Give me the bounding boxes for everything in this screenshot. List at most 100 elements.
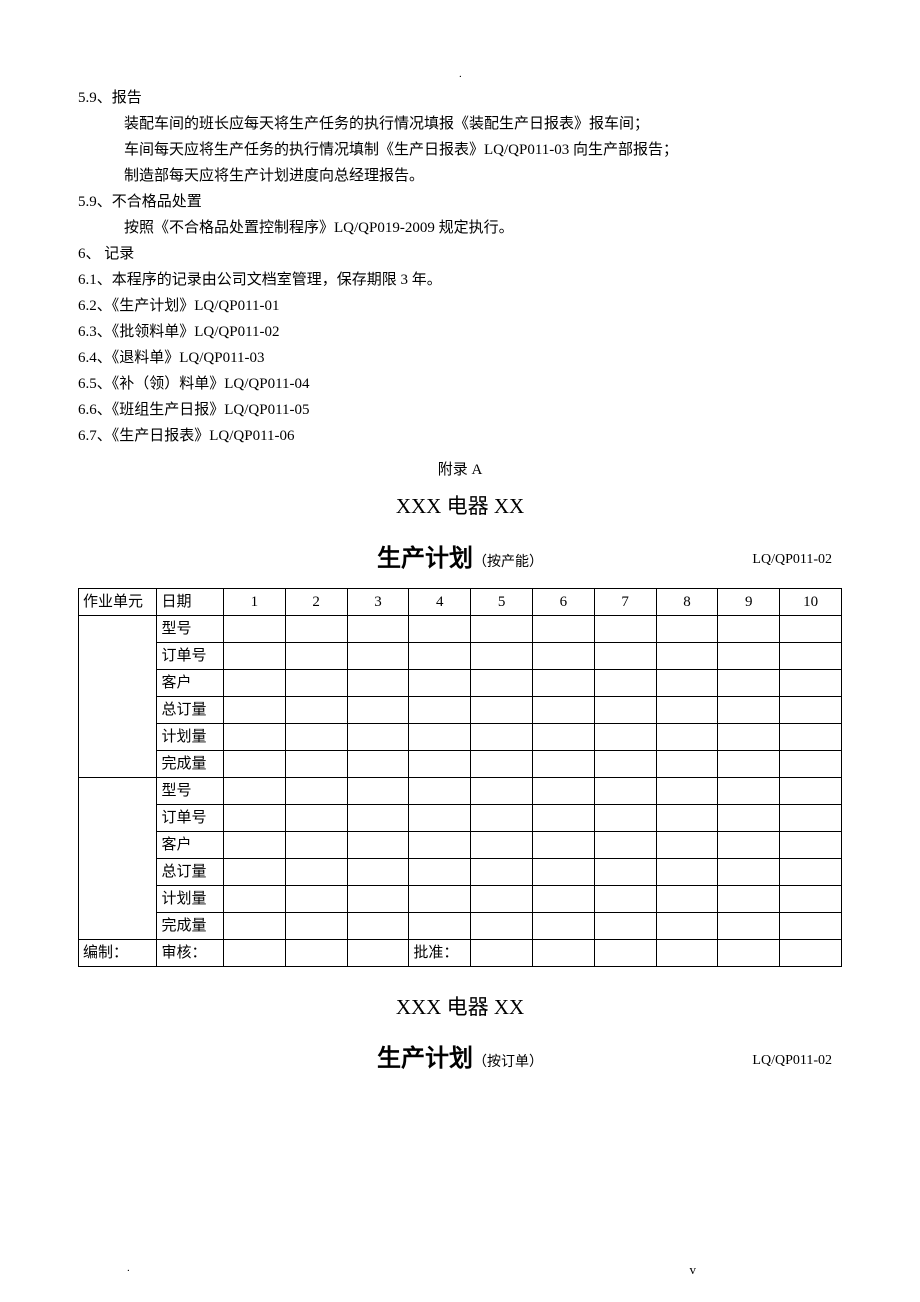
cell xyxy=(780,831,842,858)
plan-title-2: 生产计划（按订单） xyxy=(78,1040,842,1078)
cell xyxy=(347,912,409,939)
item-6-4: 6.4、《退料单》LQ/QP011-03 xyxy=(78,346,842,370)
cell xyxy=(347,777,409,804)
cell xyxy=(656,669,718,696)
cell xyxy=(656,804,718,831)
cell xyxy=(780,777,842,804)
cell xyxy=(471,615,533,642)
cell xyxy=(285,831,347,858)
cell xyxy=(409,912,471,939)
heading-5-9-report: 5.9、报告 xyxy=(78,86,842,110)
cell xyxy=(594,831,656,858)
cell xyxy=(223,723,285,750)
row-label: 计划量 xyxy=(157,885,224,912)
cell xyxy=(718,669,780,696)
row-label: 订单号 xyxy=(157,804,224,831)
cell xyxy=(718,777,780,804)
row-label: 客户 xyxy=(157,669,224,696)
cell xyxy=(718,912,780,939)
cell xyxy=(223,669,285,696)
cell xyxy=(409,885,471,912)
row-label: 计划量 xyxy=(157,723,224,750)
cell xyxy=(471,804,533,831)
cell xyxy=(780,723,842,750)
cell xyxy=(532,696,594,723)
cell xyxy=(656,831,718,858)
row-label: 客户 xyxy=(157,831,224,858)
cell xyxy=(718,615,780,642)
cell xyxy=(594,804,656,831)
cell xyxy=(718,939,780,966)
cell xyxy=(285,858,347,885)
cell xyxy=(409,831,471,858)
production-plan-table: 作业单元 日期 1 2 3 4 5 6 7 8 9 10 型号 订单号 客户 总… xyxy=(78,588,842,967)
cell xyxy=(780,750,842,777)
header-col: 10 xyxy=(780,588,842,615)
cell xyxy=(223,804,285,831)
cell xyxy=(347,939,409,966)
cell xyxy=(409,750,471,777)
table-header-row: 作业单元 日期 1 2 3 4 5 6 7 8 9 10 xyxy=(79,588,842,615)
cell xyxy=(285,750,347,777)
cell xyxy=(285,696,347,723)
cell xyxy=(409,777,471,804)
cell xyxy=(780,804,842,831)
cell xyxy=(471,750,533,777)
cell xyxy=(223,858,285,885)
plan-title-text: 生产计划 xyxy=(377,546,473,572)
cell xyxy=(594,750,656,777)
cell xyxy=(718,723,780,750)
cell xyxy=(656,912,718,939)
cell xyxy=(471,669,533,696)
cell xyxy=(223,939,285,966)
row-label: 订单号 xyxy=(157,642,224,669)
item-6-5: 6.5、《补（领）料单》LQ/QP011-04 xyxy=(78,372,842,396)
paragraph: 制造部每天应将生产计划进度向总经理报告。 xyxy=(78,164,842,188)
cell xyxy=(409,858,471,885)
cell xyxy=(594,615,656,642)
heading-5-9-nonconform: 5.9、不合格品处置 xyxy=(78,190,842,214)
header-col: 4 xyxy=(409,588,471,615)
row-label: 完成量 xyxy=(157,750,224,777)
item-6-1: 6.1、本程序的记录由公司文档室管理，保存期限 3 年。 xyxy=(78,268,842,292)
plan-subtitle-1: （按产能） xyxy=(473,555,543,570)
cell xyxy=(409,804,471,831)
table-row: 客户 xyxy=(79,669,842,696)
cell xyxy=(594,696,656,723)
cell xyxy=(532,939,594,966)
cell xyxy=(471,912,533,939)
cell xyxy=(594,939,656,966)
cell xyxy=(285,642,347,669)
document-body: 5.9、报告 装配车间的班长应每天将生产任务的执行情况填报《装配生产日报表》报车… xyxy=(78,86,842,1074)
cell xyxy=(285,885,347,912)
cell xyxy=(718,642,780,669)
cell xyxy=(594,858,656,885)
cell xyxy=(532,750,594,777)
cell xyxy=(594,669,656,696)
header-col: 7 xyxy=(594,588,656,615)
plan-title-text-2: 生产计划 xyxy=(377,1046,473,1072)
header-col: 6 xyxy=(532,588,594,615)
cell xyxy=(223,831,285,858)
cell xyxy=(780,885,842,912)
cell xyxy=(718,885,780,912)
table-footer-row: 编制： 审核： 批准： xyxy=(79,939,842,966)
row-label: 型号 xyxy=(157,777,224,804)
plan-title-row-1: 生产计划（按产能） LQ/QP011-02 xyxy=(78,540,842,574)
header-col: 2 xyxy=(285,588,347,615)
table-row: 总订量 xyxy=(79,696,842,723)
header-unit: 作业单元 xyxy=(79,588,157,615)
row-label: 总订量 xyxy=(157,696,224,723)
plan-title-row-2: 生产计划（按订单） LQ/QP011-02 xyxy=(78,1040,842,1074)
cell xyxy=(471,723,533,750)
cell xyxy=(718,831,780,858)
cell xyxy=(532,885,594,912)
cell xyxy=(347,804,409,831)
cell xyxy=(532,615,594,642)
row-label: 完成量 xyxy=(157,912,224,939)
cell xyxy=(780,615,842,642)
table-row: 型号 xyxy=(79,615,842,642)
cell xyxy=(656,750,718,777)
header-date: 日期 xyxy=(157,588,224,615)
header-col: 5 xyxy=(471,588,533,615)
